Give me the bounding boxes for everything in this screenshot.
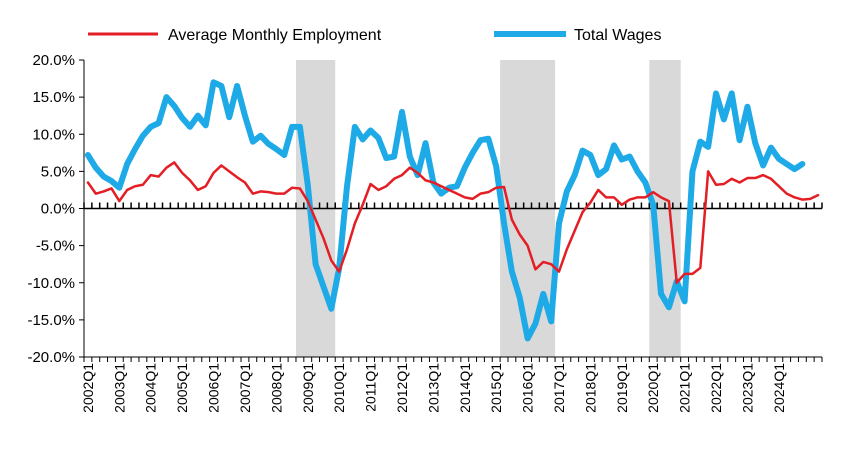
x-tick-label: 2007Q1 [237,363,253,413]
x-tick-label: 2013Q1 [425,363,441,413]
zero-line-ticks [83,202,823,209]
y-tick-label: 5.0% [41,163,75,180]
x-tick-label: 2002Q1 [80,363,96,413]
x-tick-label: 2018Q1 [582,363,598,413]
legend-label-employment: Average Monthly Employment [168,27,382,44]
x-tick-label: 2004Q1 [143,363,159,413]
x-tick-label: 2017Q1 [551,363,567,413]
x-tick-label: 2014Q1 [457,363,473,413]
y-tick-label: 20.0% [32,52,75,69]
y-tick-label: 0.0% [41,201,75,218]
x-tick-label: 2011Q1 [363,363,379,412]
y-tick-label: 15.0% [32,89,75,106]
x-tick-label: 2024Q1 [771,363,787,413]
x-tick-label: 2023Q1 [739,363,755,413]
x-tick-label: 2020Q1 [645,363,661,413]
y-tick-label: -20.0% [27,349,75,366]
y-tick-label: -10.0% [27,275,75,292]
x-tick-label: 2008Q1 [268,363,284,413]
x-tick-label: 2006Q1 [206,363,222,413]
series-line-employment [86,161,820,284]
x-axis: 2002Q1 2003Q1 2004Q1 2005Q1 2006Q1 2007Q1 2008… [80,356,823,413]
x-tick-label: 2022Q1 [708,363,724,413]
x-tick-label: 2015Q1 [488,363,504,413]
x-tick-label: 2009Q1 [300,363,316,413]
x-tick-label: 2016Q1 [520,363,536,413]
y-tick-label: -15.0% [27,312,75,329]
y-tick-label: -5.0% [36,238,75,255]
series-layer [84,79,820,342]
series-line-wages [84,79,806,342]
legend: Average Monthly Employment Total Wages [88,27,661,44]
legend-label-wages: Total Wages [574,27,661,44]
x-tick-label: 2005Q1 [174,363,190,413]
x-tick-label: 2019Q1 [614,363,630,413]
y-axis: 20.0% 15.0% 10.0% 5.0% 0.0% -5.0% -10.0% -15.0%… [27,52,85,366]
x-tick-label: 2003Q1 [111,363,127,413]
x-tick-label: 2010Q1 [331,363,347,413]
x-tick-label: 2021Q1 [677,363,693,413]
y-tick-label: 10.0% [32,126,75,143]
x-tick-label: 2012Q1 [394,363,410,413]
